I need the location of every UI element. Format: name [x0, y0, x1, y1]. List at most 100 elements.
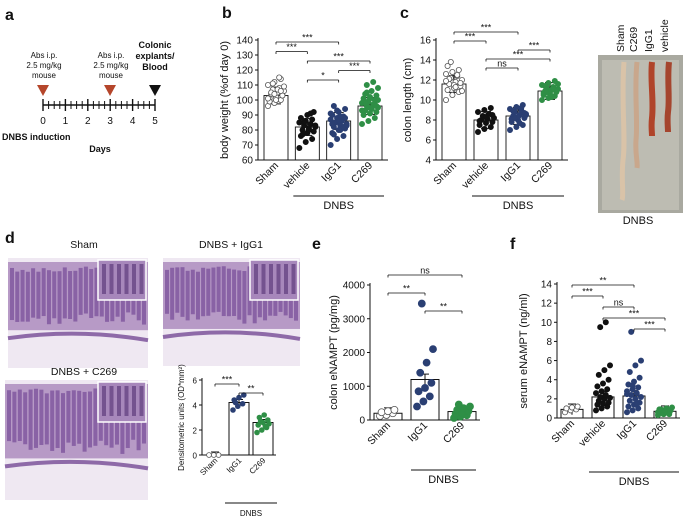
sig-label: *** [302, 33, 313, 43]
data-point [340, 124, 347, 131]
inset-crypt [109, 264, 114, 294]
crypt [83, 266, 88, 314]
photo-lane-sham: Sham [615, 24, 627, 52]
crypt [94, 267, 99, 317]
inset-crypt [102, 264, 106, 294]
data-point [444, 87, 451, 94]
day-tick-1: 1 [63, 116, 69, 127]
data-point [452, 84, 459, 91]
crypt [77, 390, 82, 444]
crypt [17, 389, 22, 441]
crypt [25, 271, 30, 322]
y-tick-label: 3000 [343, 314, 366, 325]
crypt [15, 271, 20, 322]
data-point [666, 411, 673, 418]
data-point [232, 399, 239, 406]
data-point [384, 407, 392, 416]
y-tick-label: 0 [359, 416, 365, 427]
crypt [206, 268, 211, 316]
data-point [254, 429, 260, 436]
crypt [232, 269, 237, 316]
data-point [548, 94, 555, 101]
data-point [593, 407, 600, 414]
category-label: C269 [248, 456, 268, 476]
y-tick-label: 0 [193, 452, 198, 461]
photo-lane-igg1: IgG1 [643, 29, 655, 52]
data-point [330, 131, 337, 138]
chart-densitometry: 0 2 4 6 Densitometric units (OD*mm²) Sham IgG1… [177, 364, 277, 518]
sig-label: *** [286, 42, 297, 52]
data-point [334, 135, 341, 142]
category-label: C269 [349, 160, 375, 186]
dnbs-induction-label: DNBS induction [2, 132, 71, 142]
data-point [602, 392, 609, 399]
day-tick-0: 0 [40, 116, 46, 127]
data-point [296, 144, 303, 151]
data-point [257, 418, 264, 425]
data-point [377, 408, 386, 417]
data-point [276, 74, 283, 81]
data-point [487, 105, 494, 112]
data-point [605, 376, 612, 383]
y-tick-label: 8 [425, 116, 431, 127]
sig-label: *** [582, 287, 593, 297]
data-point [607, 362, 614, 369]
crypt [211, 267, 216, 313]
data-point [449, 92, 456, 99]
data-point [539, 97, 546, 104]
inset-crypt [269, 264, 273, 294]
crypt [89, 269, 94, 319]
data-point [425, 392, 434, 401]
data-point [454, 400, 463, 409]
data-point [299, 131, 306, 138]
sig-label: *** [629, 309, 640, 319]
data-point [366, 95, 373, 102]
inset-crypt [109, 386, 114, 416]
data-point [594, 383, 601, 390]
dose2-line3: mouse [99, 71, 124, 80]
inset-crypt [124, 386, 129, 416]
inset-crypt [117, 386, 121, 416]
inset-crypt [284, 264, 288, 294]
category-label: IgG1 [615, 418, 640, 443]
data-point [337, 113, 344, 120]
y-tick-label: 80 [242, 126, 254, 137]
data-point [421, 384, 429, 392]
dose1-arrow [37, 85, 49, 96]
crypt [61, 393, 65, 453]
data-point [629, 382, 636, 389]
data-point [305, 127, 312, 134]
sig-label: ns [420, 266, 430, 276]
crypt [71, 390, 76, 446]
data-point [466, 402, 474, 411]
data-point [482, 114, 489, 121]
sig-label: ns [497, 59, 507, 69]
crypt [226, 268, 231, 317]
dose1-line1: Abs i.p. [31, 51, 58, 60]
category-label: vehicle [281, 160, 313, 192]
data-point [363, 82, 370, 89]
y-tick-label: 4000 [343, 281, 366, 292]
crypt [165, 269, 169, 314]
crypt [66, 390, 71, 443]
panel-label-b: b [222, 5, 232, 22]
y-axis-label: Densitometric units (OD*mm²) [177, 364, 186, 471]
data-point [597, 324, 604, 331]
crypt [44, 393, 49, 445]
crypt [50, 390, 55, 451]
data-point [334, 107, 341, 114]
data-point [543, 89, 550, 96]
category-label: IgG1 [499, 160, 524, 185]
sig-label: *** [513, 50, 524, 60]
y-tick-label: 6 [425, 136, 431, 147]
data-point [555, 81, 562, 88]
photo-lane-c269: C269 [628, 27, 640, 52]
histo-image-c269 [4, 380, 149, 500]
y-tick-label: 1000 [343, 382, 366, 393]
data-point [297, 115, 304, 122]
data-point [474, 128, 481, 135]
crypt [195, 271, 200, 320]
data-point [635, 384, 642, 391]
inset-crypt [139, 264, 144, 294]
